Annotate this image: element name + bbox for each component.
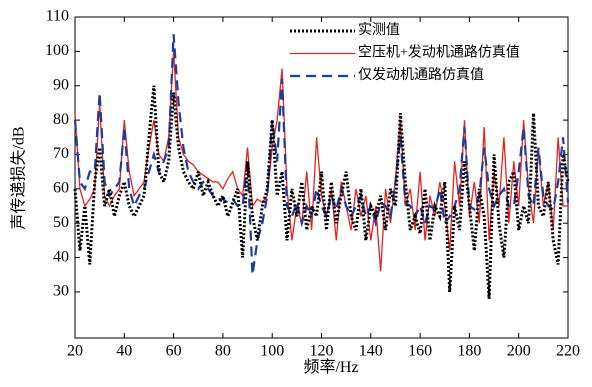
x-tick-label: 220 [556,343,580,360]
y-tick-label: 40 [53,248,69,265]
y-tick-label: 30 [53,283,69,300]
x-tick-label: 40 [116,343,132,360]
y-tick-label: 90 [53,76,69,93]
x-tick-label: 60 [166,343,182,360]
legend-label: 空压机+发动机通路仿真值 [358,45,520,61]
y-tick-label: 70 [53,145,69,162]
x-tick-label: 20 [67,343,83,360]
x-tick-label: 100 [260,343,284,360]
x-tick-label: 120 [310,343,334,360]
y-tick-label: 60 [53,180,69,197]
legend-label: 实测值 [358,22,400,38]
y-tick-label: 80 [53,111,69,128]
y-tick-label: 110 [46,8,69,25]
y-tick-label: 50 [53,214,69,231]
x-axis-label: 频率/Hz [303,358,358,376]
y-tick-label: 100 [45,42,69,59]
x-tick-label: 140 [359,343,383,360]
x-tick-label: 180 [457,343,481,360]
x-tick-label: 200 [507,343,531,360]
y-axis-label: 声传递损失/dB [10,126,28,229]
x-tick-label: 80 [215,343,231,360]
legend-label: 仅发动机通路仿真值 [358,67,484,83]
x-tick-label: 160 [408,343,432,360]
series-line [73,85,570,299]
